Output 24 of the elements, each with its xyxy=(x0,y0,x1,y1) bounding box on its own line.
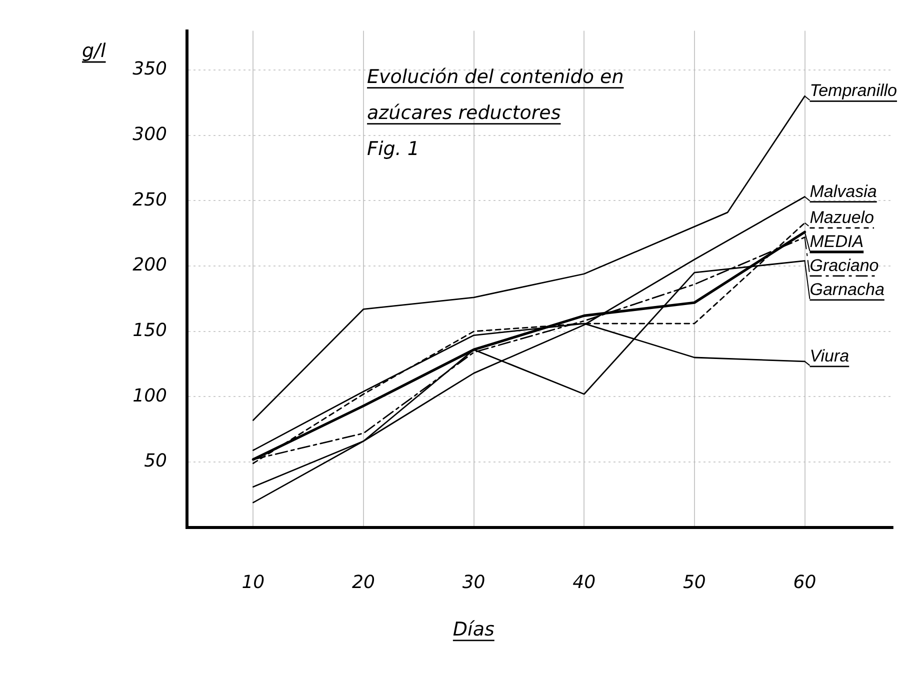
legend-label: Viura xyxy=(810,346,850,366)
legend-label: Mazuelo xyxy=(810,208,874,227)
y-tick-label: 300 xyxy=(132,124,167,146)
legend-label: Garnacha xyxy=(810,280,884,299)
x-tick-label: 40 xyxy=(572,572,596,593)
x-axis-title: Días xyxy=(452,618,494,640)
x-tick-label: 10 xyxy=(242,572,265,593)
text: Evolución del contenido en azúcares reductores xyxy=(367,66,624,124)
y-axis-title: g/l xyxy=(82,40,106,62)
y-tick-label: 350 xyxy=(132,58,167,80)
y-tick-label: 250 xyxy=(132,189,167,210)
x-tick-label: 60 xyxy=(793,572,816,593)
y-tick-label: 50 xyxy=(144,450,167,472)
x-tick-label: 30 xyxy=(462,572,486,593)
legend-label: Graciano xyxy=(810,256,879,275)
series-label: Tempranillo xyxy=(810,81,897,100)
legend-label: Malvasia xyxy=(810,182,877,201)
y-tick-label: 100 xyxy=(132,385,167,406)
x-tick-label: 50 xyxy=(682,572,706,593)
y-tick-label: 200 xyxy=(132,254,167,276)
legend-label: MEDIA xyxy=(810,232,864,251)
x-tick-label: 20 xyxy=(352,572,375,593)
annotation: Fig. 1 xyxy=(367,138,420,160)
y-tick-label: 150 xyxy=(132,320,167,342)
